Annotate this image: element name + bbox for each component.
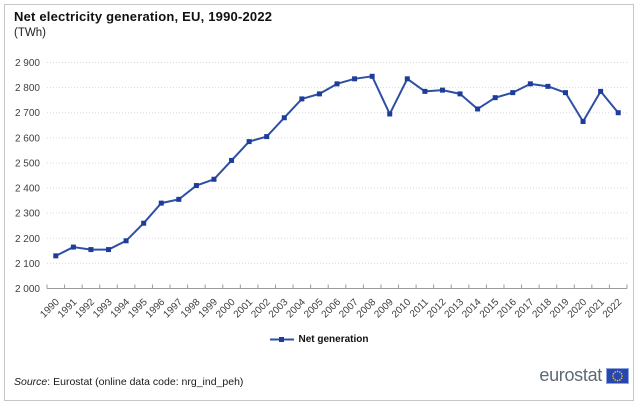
svg-text:2013: 2013: [443, 297, 467, 321]
svg-text:1999: 1999: [197, 297, 221, 321]
svg-text:1997: 1997: [161, 297, 185, 321]
legend-label: Net generation: [298, 334, 369, 345]
page-title: Net electricity generation, EU, 1990-202…: [14, 9, 273, 24]
source-text: : Eurostat (online data code: nrg_ind_pe…: [47, 376, 244, 388]
source-note: Source: Eurostat (online data code: nrg_…: [14, 376, 243, 388]
eurostat-logo-text: eurostat: [539, 365, 602, 385]
svg-text:1998: 1998: [179, 297, 203, 321]
svg-text:2005: 2005: [302, 297, 326, 321]
svg-text:2018: 2018: [531, 297, 555, 321]
svg-text:1994: 1994: [109, 297, 133, 321]
svg-text:1992: 1992: [74, 297, 98, 321]
svg-text:1995: 1995: [126, 297, 150, 321]
svg-text:2015: 2015: [478, 297, 502, 321]
figure-border: [4, 4, 634, 401]
svg-text:2010: 2010: [390, 297, 414, 321]
svg-text:2 000: 2 000: [15, 284, 40, 295]
svg-text:2 100: 2 100: [15, 259, 40, 270]
svg-text:2006: 2006: [320, 297, 344, 321]
eu-flag-icon: [606, 367, 629, 384]
svg-text:2 600: 2 600: [15, 133, 40, 144]
svg-text:2009: 2009: [372, 297, 396, 321]
svg-text:2004: 2004: [284, 297, 308, 321]
page-subtitle: (TWh): [14, 27, 46, 39]
svg-text:2020: 2020: [566, 297, 590, 321]
svg-text:1996: 1996: [144, 297, 168, 321]
svg-text:2008: 2008: [355, 297, 379, 321]
eurostat-logo: eurostat: [539, 365, 629, 386]
source-label: Source: [14, 376, 48, 388]
line-chart: 2 000 2 100 2 200 2 300 2 400 2 500 2 600 2 700…: [15, 58, 628, 321]
svg-text:1990: 1990: [38, 297, 62, 321]
svg-text:2003: 2003: [267, 297, 291, 321]
svg-text:1991: 1991: [56, 297, 80, 321]
svg-text:2014: 2014: [460, 297, 484, 321]
svg-text:2012: 2012: [425, 297, 449, 321]
svg-text:2 700: 2 700: [15, 108, 40, 119]
svg-text:2 800: 2 800: [15, 83, 40, 94]
svg-text:2 900: 2 900: [15, 58, 40, 69]
svg-text:2007: 2007: [337, 297, 361, 321]
svg-text:2017: 2017: [513, 297, 537, 321]
svg-text:2001: 2001: [232, 297, 256, 321]
legend: Net generation: [0, 334, 638, 345]
legend-line-marker-icon: [270, 337, 295, 342]
svg-text:2 300: 2 300: [15, 209, 40, 220]
svg-text:2021: 2021: [583, 297, 607, 321]
svg-text:2002: 2002: [249, 297, 273, 321]
svg-text:2000: 2000: [214, 297, 238, 321]
svg-text:2019: 2019: [548, 297, 572, 321]
svg-text:2 500: 2 500: [15, 158, 40, 169]
svg-text:2022: 2022: [601, 297, 625, 321]
svg-text:2 400: 2 400: [15, 184, 40, 195]
svg-text:1993: 1993: [91, 297, 115, 321]
svg-text:2 200: 2 200: [15, 234, 40, 245]
svg-text:2016: 2016: [495, 297, 519, 321]
